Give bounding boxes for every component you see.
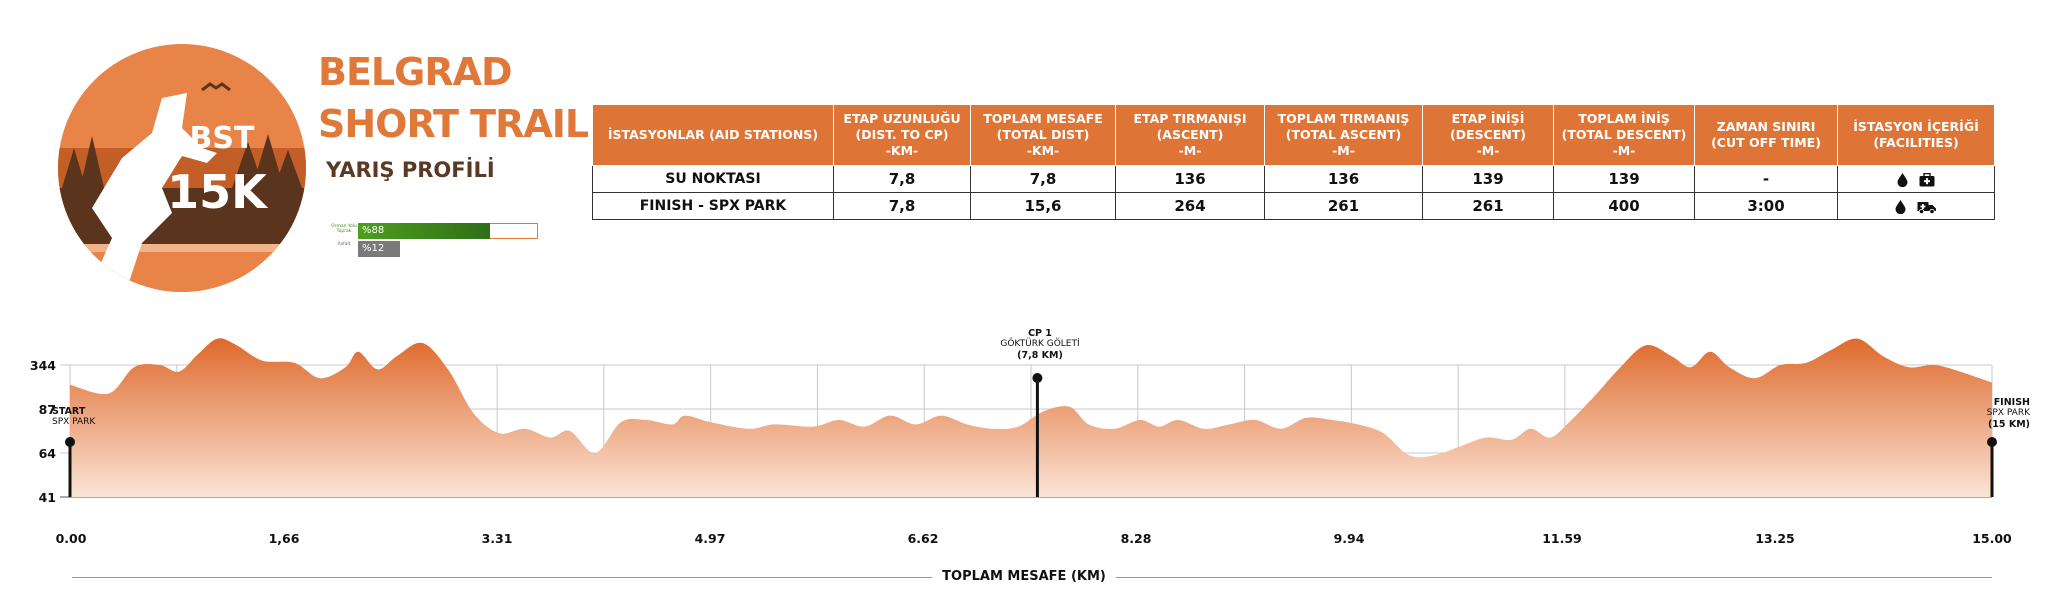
x-tick-label: 8.28 bbox=[1120, 531, 1152, 546]
race-title-line2: SHORT TRAIL bbox=[318, 102, 589, 146]
marker-line: GÖKTÜRK GÖLETİ bbox=[1000, 339, 1080, 349]
race-title: BELGRAD SHORT TRAIL bbox=[318, 46, 589, 150]
cell-facilities bbox=[1837, 192, 1995, 220]
x-tick-label: 15.00 bbox=[1972, 531, 2012, 546]
marker-title: FINISH bbox=[1993, 397, 2030, 408]
cell-ascent: 264 bbox=[1115, 192, 1265, 220]
marker-line: SPX PARK bbox=[52, 417, 96, 427]
cell-cutoff: - bbox=[1694, 165, 1838, 193]
cell-dist: 7,8 bbox=[833, 165, 971, 193]
race-logo: BST 15K bbox=[58, 44, 306, 292]
cell-station: SU NOKTASI bbox=[592, 165, 834, 193]
marker-label-cp1: CP 1 GÖKTÜRK GÖLETİ (7,8 KM) bbox=[990, 328, 1090, 361]
x-tick-label: 3.31 bbox=[481, 531, 513, 546]
elevation-profile-chart bbox=[60, 338, 1997, 498]
elevation-area bbox=[70, 338, 1992, 497]
marker-title: CP 1 bbox=[1028, 328, 1052, 339]
marker-line: (7,8 KM) bbox=[1017, 350, 1063, 361]
cell-total-ascent: 136 bbox=[1264, 165, 1423, 193]
water-drop-icon bbox=[1897, 172, 1908, 187]
y-tick-label: 344 bbox=[29, 358, 56, 373]
cell-descent: 261 bbox=[1422, 192, 1554, 220]
marker-title: START bbox=[52, 406, 86, 417]
x-tick-label: 6.62 bbox=[907, 531, 939, 546]
x-tick-label: 4.97 bbox=[694, 531, 726, 546]
cell-facilities bbox=[1837, 165, 1995, 193]
header-ascent: ETAP TIRMANIŞI (ASCENT) -M- bbox=[1115, 104, 1265, 166]
cell-dist: 7,8 bbox=[833, 192, 971, 220]
logo-bst-text: BST bbox=[190, 121, 255, 156]
marker-line: SPX PARK bbox=[1986, 408, 2030, 418]
race-profile-subtitle: YARIŞ PROFİLİ bbox=[326, 158, 495, 182]
header-cutoff: ZAMAN SINIRI (CUT OFF TIME) bbox=[1694, 104, 1838, 166]
header-total-descent: TOPLAM İNİŞ (TOTAL DESCENT) -M- bbox=[1553, 104, 1695, 166]
marker-label-finish: FINISH SPX PARK (15 KM) bbox=[1950, 397, 2030, 430]
header-descent: ETAP İNİŞİ (DESCENT) -M- bbox=[1422, 104, 1554, 166]
cell-total-ascent: 261 bbox=[1264, 192, 1423, 220]
marker-line: (15 KM) bbox=[1987, 419, 2030, 430]
surface-label: Orman Yolu Toprak bbox=[331, 224, 357, 234]
surface-fill: %12 bbox=[358, 241, 400, 257]
surface-fill: %88 bbox=[358, 223, 490, 239]
y-tick-label: 41 bbox=[38, 490, 56, 505]
surface-bar-trail: Orman Yolu Toprak %88 bbox=[330, 223, 540, 241]
header-stations: İSTASYONLAR (AID STATIONS) bbox=[592, 104, 834, 166]
ambulance-icon bbox=[1917, 201, 1937, 214]
header-total-ascent: TOPLAM TIRMANIŞ (TOTAL ASCENT) -M- bbox=[1264, 104, 1423, 166]
water-drop-icon bbox=[1895, 199, 1906, 214]
surface-bar-asphalt: Asfalt %12 bbox=[330, 241, 540, 259]
chart-markers bbox=[65, 373, 1997, 497]
first-aid-icon bbox=[1919, 172, 1935, 186]
y-tick-label: 87 bbox=[38, 402, 56, 417]
cell-total-dist: 7,8 bbox=[970, 165, 1116, 193]
surface-label: Asfalt bbox=[337, 242, 351, 247]
table-row: FINISH - SPX PARK 7,8 15,6 264 261 261 4… bbox=[592, 192, 1995, 220]
aid-station-table: İSTASYONLAR (AID STATIONS) ETAP UZUNLUĞU… bbox=[592, 104, 1995, 220]
marker-pin-dot bbox=[1987, 437, 1997, 447]
cell-cutoff: 3:00 bbox=[1694, 192, 1838, 220]
cell-station: FINISH - SPX PARK bbox=[592, 192, 834, 220]
cell-total-descent: 139 bbox=[1553, 165, 1695, 193]
header-facilities: İSTASYON İÇERİĞİ (FACILITIES) bbox=[1837, 104, 1995, 166]
x-tick-label: 9.94 bbox=[1333, 531, 1365, 546]
cell-ascent: 136 bbox=[1115, 165, 1265, 193]
x-tick-label: 0.00 bbox=[55, 531, 87, 546]
marker-pin-dot bbox=[1032, 373, 1043, 383]
table-header-row: İSTASYONLAR (AID STATIONS) ETAP UZUNLUĞU… bbox=[592, 104, 1995, 166]
y-tick-label: 64 bbox=[38, 446, 56, 461]
x-tick-label: 13.25 bbox=[1755, 531, 1795, 546]
header-dist: ETAP UZUNLUĞU (DIST. TO CP) -KM- bbox=[833, 104, 971, 166]
table-row: SU NOKTASI 7,8 7,8 136 136 139 139 - bbox=[592, 165, 1995, 193]
x-tick-label: 11.59 bbox=[1542, 531, 1582, 546]
x-axis-title: TOPLAM MESAFE (KM) bbox=[0, 569, 2048, 584]
marker-pin-dot bbox=[65, 437, 75, 447]
header-total-dist: TOPLAM MESAFE (TOTAL DIST) -KM- bbox=[970, 104, 1116, 166]
cell-total-descent: 400 bbox=[1553, 192, 1695, 220]
logo-15k-text: 15K bbox=[167, 165, 269, 219]
marker-label-start: START SPX PARK bbox=[52, 406, 95, 428]
cell-descent: 139 bbox=[1422, 165, 1554, 193]
race-title-line1: BELGRAD bbox=[318, 50, 513, 94]
x-axis-title-text: TOPLAM MESAFE (KM) bbox=[932, 569, 1116, 584]
cell-total-dist: 15,6 bbox=[970, 192, 1116, 220]
x-tick-label: 1,66 bbox=[268, 531, 300, 546]
